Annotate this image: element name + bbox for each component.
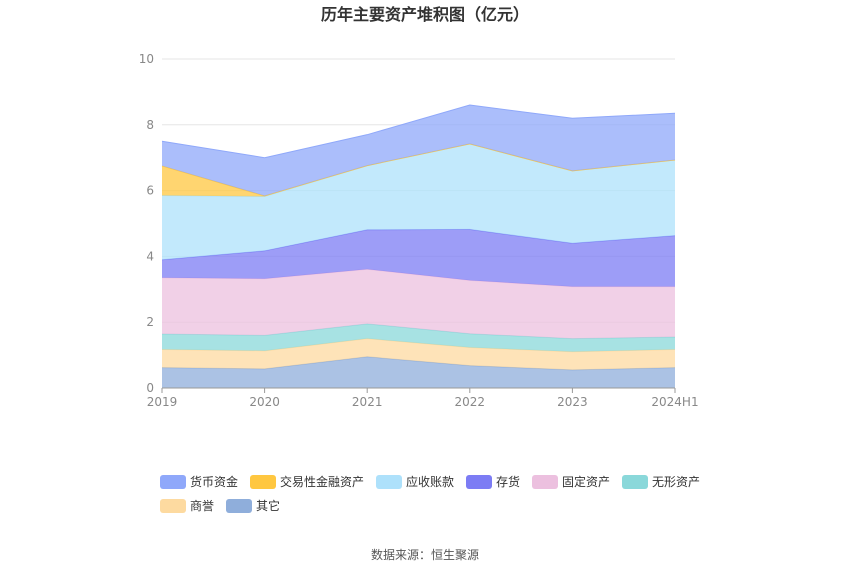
y-tick-label: 6	[146, 184, 154, 198]
y-tick-label: 0	[146, 381, 154, 395]
x-tick-label: 2024H1	[651, 395, 698, 409]
area-无形资产[interactable]	[162, 323, 675, 352]
legend-swatch	[376, 475, 402, 489]
x-tick-label: 2021	[352, 395, 383, 409]
legend-label: 应收账款	[406, 474, 454, 489]
legend-label: 其它	[256, 498, 280, 513]
chart-title: 历年主要资产堆积图（亿元）	[321, 5, 529, 24]
x-tick-label: 2023	[557, 395, 588, 409]
area-商誉[interactable]	[162, 338, 675, 370]
y-tick-label: 8	[146, 118, 154, 132]
legend-label: 存货	[496, 474, 520, 489]
legend-label: 货币资金	[190, 474, 238, 489]
legend-item[interactable]: 应收账款	[376, 474, 454, 489]
axes: 0 2 4 6 8 10 2019 2020 2021 2022 2023 2024H1	[139, 52, 699, 409]
legend-swatch	[160, 499, 186, 513]
legend-label: 交易性金融资产	[280, 474, 364, 489]
legend-label: 无形资产	[652, 475, 700, 489]
area-固定资产[interactable]	[162, 269, 675, 339]
y-tick-label: 10	[139, 52, 154, 66]
x-tick-label: 2019	[147, 395, 178, 409]
legend-swatch	[622, 475, 648, 489]
legend-item[interactable]: 交易性金融资产	[250, 474, 364, 489]
area-货币资金[interactable]	[162, 105, 675, 196]
x-tick-label: 2020	[249, 395, 280, 409]
y-tick-label: 2	[146, 315, 154, 329]
area-edge-货币资金	[161, 104, 676, 159]
legend-item[interactable]: 货币资金	[160, 474, 238, 489]
legend-label: 商誉	[190, 498, 214, 513]
area-series	[161, 104, 676, 388]
legend-item[interactable]: 无形资产	[622, 475, 700, 489]
legend-item[interactable]: 存货	[466, 474, 520, 489]
area-存货[interactable]	[162, 229, 675, 287]
legend-item[interactable]: 其它	[226, 498, 280, 513]
source-note: 数据来源：恒生聚源	[371, 547, 479, 562]
area-交易性金融资产[interactable]	[162, 143, 675, 197]
legend-label: 固定资产	[562, 474, 610, 489]
x-tick-label: 2022	[455, 395, 486, 409]
legend-swatch	[160, 475, 186, 489]
legend-swatch	[466, 475, 492, 489]
legend-swatch	[532, 475, 558, 489]
legend-item[interactable]: 商誉	[160, 498, 214, 513]
legend-swatch	[250, 475, 276, 489]
legend-item[interactable]: 固定资产	[532, 474, 610, 489]
y-tick-label: 4	[146, 249, 154, 263]
legend-swatch	[226, 499, 252, 513]
area-应收账款[interactable]	[162, 143, 675, 260]
area-其它[interactable]	[162, 356, 675, 388]
